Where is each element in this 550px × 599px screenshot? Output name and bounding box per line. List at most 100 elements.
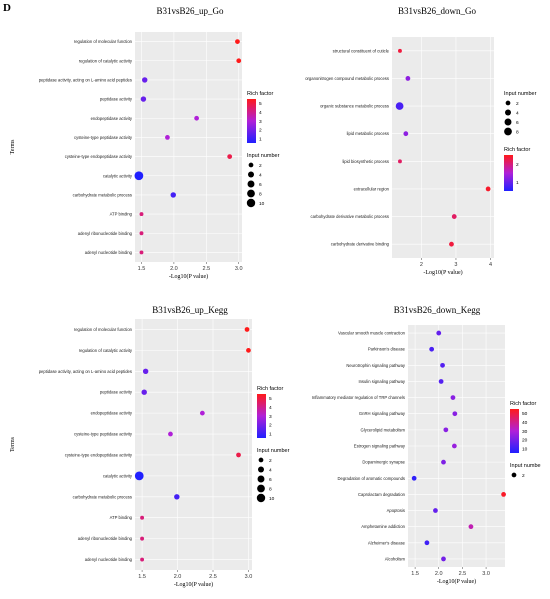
color-legend-tick: 50 [522, 411, 528, 417]
data-point [236, 452, 241, 458]
size-legend-title: Input numbe [510, 463, 541, 469]
size-legend-dot [504, 118, 512, 126]
term-label: organonitrogen compound metabolic proces… [305, 76, 389, 81]
data-point [170, 192, 176, 198]
data-point [429, 346, 435, 352]
size-legend-dot [257, 484, 265, 493]
term-label: Estrogen signaling pathway [354, 444, 406, 449]
size-legend-title: Input number [247, 153, 280, 159]
x-axis-label: -Log10(P value) [437, 578, 476, 585]
size-legend-value: 2 [522, 473, 525, 479]
data-point [405, 76, 411, 81]
term-label: Alzheimer's disease [368, 540, 406, 545]
term-label: endopeptidase activity [91, 116, 133, 121]
data-point [165, 135, 170, 140]
x-tick-label: 3.0 [482, 571, 490, 577]
size-legend-dot [258, 466, 264, 473]
data-point [140, 96, 147, 102]
term-label: Amphetamine addiction [361, 524, 405, 529]
term-label: endopeptidase activity [91, 411, 133, 416]
x-tick-label: 2.0 [435, 571, 443, 577]
term-label: Apoptosis [387, 508, 405, 513]
data-point [452, 411, 458, 417]
data-point [411, 475, 417, 481]
size-legend-value: 6 [269, 477, 272, 483]
size-legend-value: 8 [259, 191, 262, 197]
size-legend-dot [511, 472, 517, 478]
size-legend-value: 6 [259, 182, 262, 188]
chart-title: B31vsB26_down_Go [398, 6, 477, 16]
data-point [168, 431, 173, 437]
x-tick-label: 1.5 [411, 571, 419, 577]
color-legend-tick: 40 [522, 420, 528, 426]
size-legend-dot [248, 171, 254, 178]
term-label: Degradation of aromatic compounds [337, 476, 405, 481]
term-label: lipid metabolic process [347, 131, 389, 136]
term-label: cysteine-type endopeptidase activity [65, 452, 133, 457]
color-legend-tick: 2 [516, 162, 519, 168]
x-axis-label: -Log10(P value) [174, 581, 213, 588]
term-label: structural constituent of cuticle [333, 48, 390, 53]
data-point [199, 410, 205, 416]
chart-2: B31vsB26_down_Go structural constituent o… [305, 6, 536, 276]
data-point [134, 171, 144, 181]
data-point [134, 471, 144, 481]
y-axis-label: Terms [10, 436, 16, 452]
term-label: adenyl ribonucleotide binding [78, 536, 133, 541]
data-point [501, 492, 506, 497]
term-label: adenyl ribonucleotide binding [78, 231, 133, 236]
term-label: organic substance metabolic process [320, 104, 389, 109]
data-point [441, 459, 446, 465]
x-tick-label: 1.5 [138, 574, 146, 580]
data-point [140, 536, 145, 541]
term-label: carbohydrate metabolic process [73, 494, 132, 499]
x-tick-label: 3.0 [245, 574, 253, 580]
size-legend-value: 2 [516, 101, 519, 107]
term-label: ATP binding [110, 515, 133, 520]
size-legend-value: 4 [259, 172, 262, 178]
chart-title: B31vsB26_up_Kegg [152, 305, 228, 315]
color-legend-tick: 20 [522, 438, 528, 444]
x-tick-label: 2.5 [209, 574, 217, 580]
y-axis-label: Terms [10, 139, 16, 155]
data-point [141, 389, 147, 395]
data-point [485, 186, 491, 192]
data-point [468, 524, 474, 530]
color-legend-tick: 5 [269, 396, 272, 402]
color-legend-title: Rich factor [247, 91, 273, 97]
term-label: Vascular smooth muscle contraction [338, 331, 406, 336]
color-legend-tick: 5 [259, 101, 262, 107]
term-label: regulation of molecular function [74, 327, 133, 332]
term-label: catalytic activity [103, 473, 133, 478]
data-point [436, 330, 442, 336]
data-point [246, 347, 251, 353]
term-label: ATP binding [110, 212, 133, 217]
data-point [142, 368, 149, 375]
x-tick-label: 2.5 [459, 571, 467, 577]
term-label: cysteine-type endopeptidase activity [65, 154, 133, 159]
chart-title: B31vsB26_down_Kegg [394, 305, 481, 315]
term-label: Neurotrophin signaling pathway [346, 363, 406, 368]
chart-3: B31vsB26_up_Kegg regulation of molecular … [10, 305, 290, 588]
data-point [441, 556, 446, 562]
term-label: peptidase activity, acting on L-amino ac… [39, 369, 132, 374]
data-point [244, 327, 250, 332]
term-label: Dopaminergic synapse [362, 460, 405, 465]
data-point [451, 443, 457, 449]
color-legend-tick: 4 [259, 110, 262, 116]
plot-panel [135, 319, 252, 570]
figure-panel-label: D [3, 2, 11, 14]
size-legend-dot [256, 493, 266, 503]
plot-panel [135, 32, 242, 262]
term-label: peptidase activity [100, 97, 133, 102]
data-point [438, 379, 444, 384]
term-label: Parkinson's disease [368, 347, 406, 352]
size-legend-title: Input number [504, 91, 537, 97]
x-axis-label: -Log10(P value) [169, 273, 208, 280]
term-label: Inflammatory mediator regulation of TRP … [312, 395, 405, 400]
size-legend-dot [504, 127, 512, 136]
term-label: regulation of catalytic activity [79, 348, 133, 353]
data-point [440, 362, 445, 368]
x-tick-label: 2 [420, 262, 423, 268]
data-point [449, 241, 454, 247]
